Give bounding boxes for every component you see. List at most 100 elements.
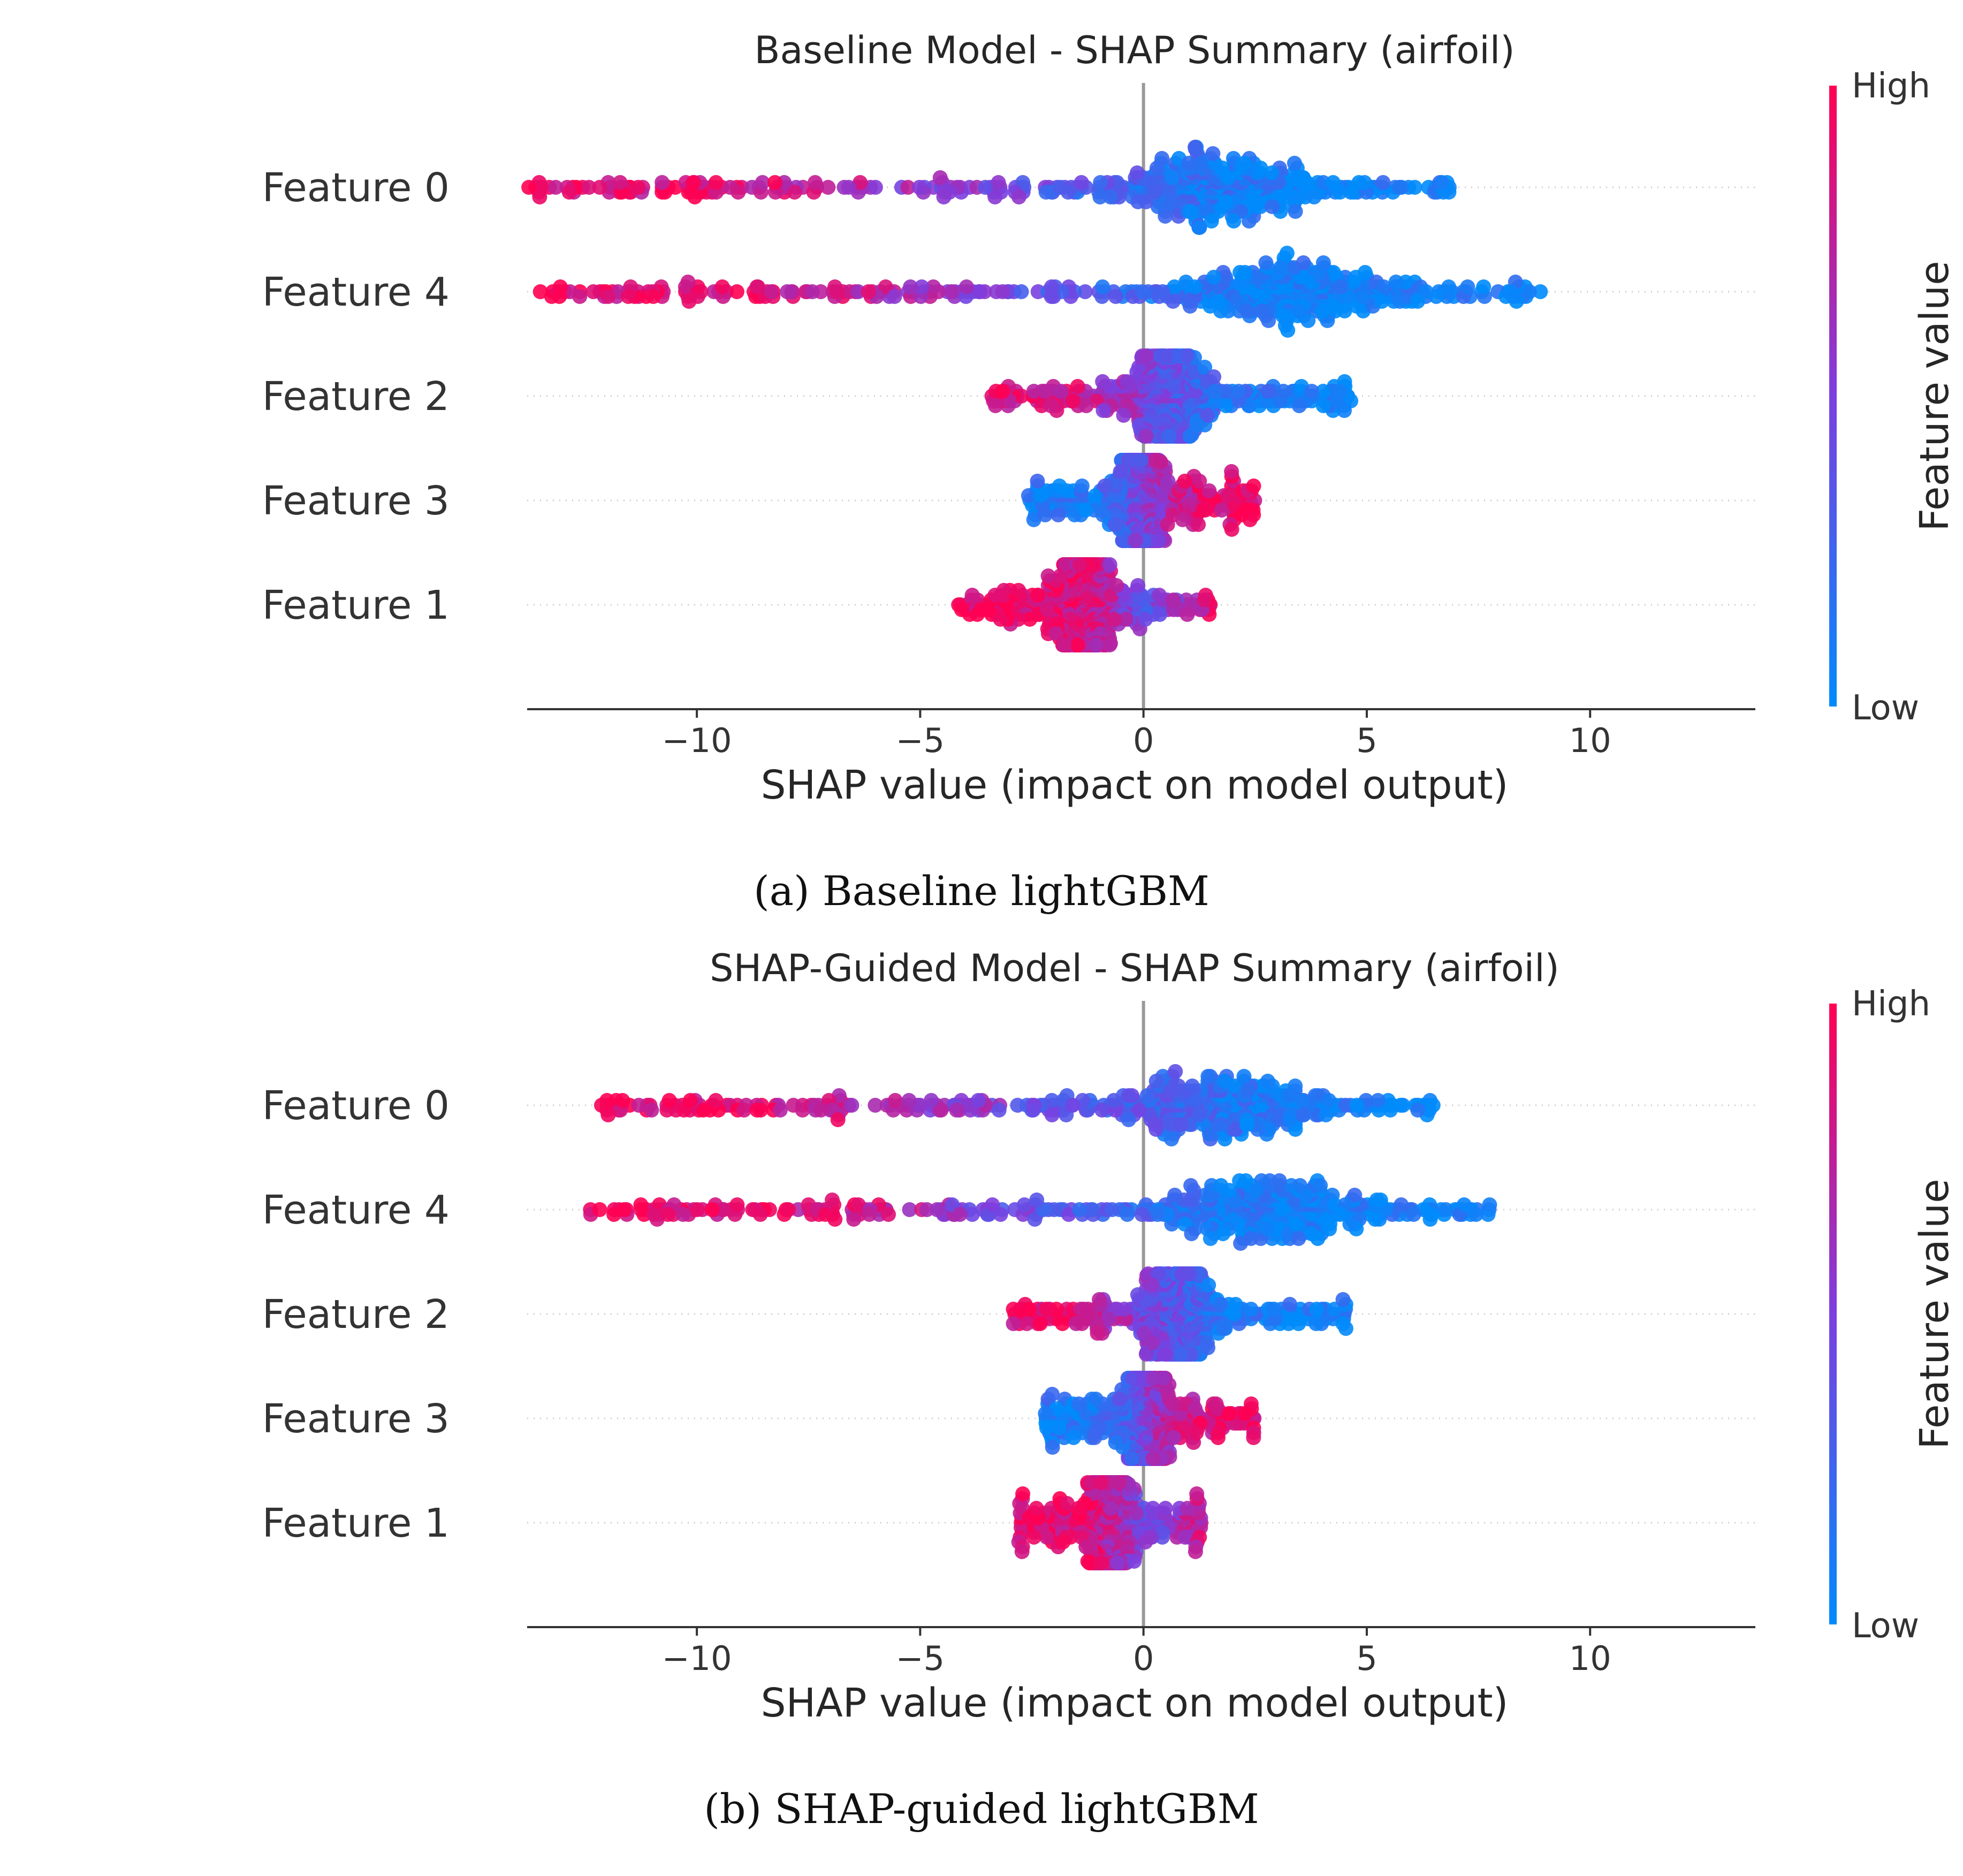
shap-point <box>736 1103 752 1118</box>
shap-point <box>696 1103 711 1118</box>
shap-point <box>1150 1266 1166 1281</box>
shap-point <box>1335 1292 1351 1307</box>
shap-point <box>1131 1103 1147 1118</box>
shap-point <box>752 1207 768 1222</box>
shap-point <box>1109 578 1124 593</box>
shap-point <box>1313 1178 1328 1193</box>
shap-point <box>988 398 1003 413</box>
shap-point <box>1338 1098 1353 1113</box>
shap-point <box>987 189 1003 204</box>
shap-point <box>1093 175 1108 190</box>
shap-point <box>813 1103 828 1118</box>
shap-point <box>1410 294 1425 309</box>
shap-point <box>1188 140 1203 155</box>
shap-point <box>661 1093 677 1108</box>
shap-point <box>1108 1435 1123 1450</box>
shap-point <box>1338 1321 1353 1336</box>
shap-point <box>1236 1069 1252 1084</box>
shap-point <box>1206 369 1222 384</box>
shap-point <box>1152 607 1168 622</box>
shap-point <box>959 279 974 294</box>
shap-point <box>1438 1202 1454 1217</box>
shap-point <box>1045 1387 1060 1402</box>
shap-point <box>1289 1217 1304 1232</box>
shap-point <box>1190 417 1205 432</box>
shap-point <box>1087 1430 1102 1445</box>
shap-point <box>1090 1326 1105 1341</box>
shap-point <box>1213 1178 1229 1193</box>
shap-point <box>1026 512 1041 527</box>
shap-point <box>1243 1302 1259 1317</box>
shap-point <box>1052 479 1067 493</box>
shap-point <box>1124 1451 1139 1466</box>
shap-point <box>1239 303 1255 318</box>
shap-point <box>1201 1127 1217 1142</box>
shap-point <box>689 1202 705 1217</box>
shap-point <box>1084 1202 1099 1217</box>
shap-point <box>954 602 969 617</box>
shap-point <box>1333 1207 1348 1222</box>
feature-label: Feature 1 <box>262 582 450 628</box>
shap-point <box>1287 156 1302 171</box>
shap-point <box>1074 1316 1090 1331</box>
shap-point <box>1231 384 1246 399</box>
shap-point <box>1161 429 1176 444</box>
shap-point <box>1253 161 1268 176</box>
shap-point <box>1147 1117 1163 1132</box>
shap-point <box>1376 279 1391 294</box>
shap-point <box>1191 517 1206 532</box>
shap-point <box>617 1202 632 1217</box>
shap-point <box>780 284 795 299</box>
shap-point <box>1106 612 1122 627</box>
shap-point <box>1160 517 1175 532</box>
shap-point <box>1021 488 1036 503</box>
shap-point <box>1315 255 1331 270</box>
shap-point <box>1182 1266 1197 1281</box>
shap-point <box>553 279 568 294</box>
shap-point <box>1044 1107 1060 1122</box>
shap-point <box>1191 220 1207 235</box>
shap-point <box>914 279 930 294</box>
shap-point <box>1200 1069 1216 1084</box>
shap-point <box>827 279 843 294</box>
shap-point <box>1296 255 1311 270</box>
shap-point <box>1105 1202 1120 1217</box>
shap-point <box>683 1093 698 1108</box>
shap-point <box>1156 348 1171 363</box>
shap-point <box>1184 1078 1200 1093</box>
shap-point <box>978 180 993 195</box>
shap-point <box>1211 1117 1227 1132</box>
shap-point <box>1318 1107 1334 1122</box>
shap-point <box>1327 1302 1342 1317</box>
shap-point <box>1112 1392 1127 1407</box>
shap-point <box>1026 384 1041 399</box>
shap-point <box>1203 1231 1218 1246</box>
shap-point <box>1406 1207 1421 1222</box>
shap-point <box>1288 204 1303 219</box>
shap-point <box>1106 1093 1122 1108</box>
shap-point <box>987 588 1003 603</box>
shap-point <box>1348 270 1364 285</box>
shap-point <box>1221 1406 1237 1421</box>
shap-point <box>621 289 636 304</box>
shap-point <box>1162 1083 1178 1098</box>
shap-point <box>1204 214 1219 229</box>
shap-point <box>1180 607 1195 622</box>
shap-point <box>1332 185 1348 200</box>
shap-point <box>1038 384 1053 399</box>
shap-point <box>1070 637 1085 652</box>
shap-point <box>1071 1396 1086 1411</box>
shap-point <box>787 185 802 200</box>
shap-point <box>964 588 980 603</box>
shap-point <box>887 289 902 304</box>
colorbar-high-label: High <box>1852 66 1930 106</box>
shap-point <box>1367 1212 1383 1227</box>
shap-point <box>1216 1074 1232 1089</box>
shap-point <box>853 175 868 190</box>
shap-point <box>844 1098 859 1113</box>
shap-point <box>1006 1316 1021 1331</box>
shap-point <box>1349 1098 1365 1113</box>
shap-point <box>862 1207 877 1222</box>
shap-point <box>1239 1117 1254 1132</box>
shap-point <box>1441 279 1456 294</box>
